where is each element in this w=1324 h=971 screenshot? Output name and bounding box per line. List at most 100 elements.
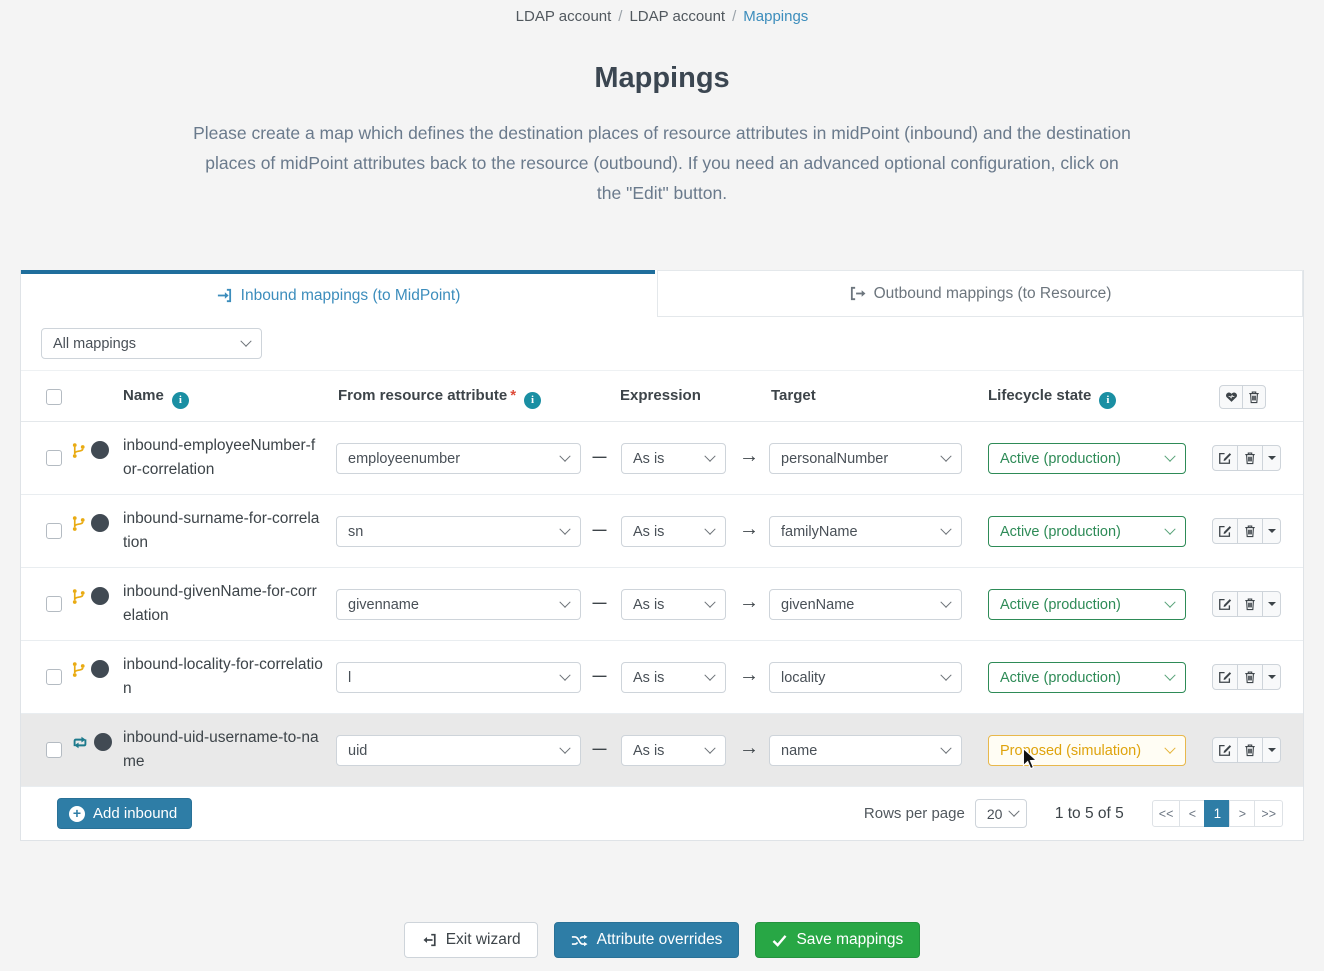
target-select[interactable]: name	[769, 735, 962, 766]
from-attribute-select[interactable]: l	[336, 662, 581, 693]
from-attribute-select[interactable]: employeenumber	[336, 443, 581, 474]
more-actions-button[interactable]	[1262, 737, 1281, 763]
target-select[interactable]: locality	[769, 662, 962, 693]
select-all-checkbox[interactable]	[46, 389, 62, 405]
row-checkbox[interactable]	[46, 596, 62, 612]
from-attribute-select[interactable]: uid	[336, 735, 581, 766]
lifecycle-select[interactable]: Active (production)	[988, 443, 1186, 474]
delete-button[interactable]	[1237, 664, 1263, 690]
add-inbound-button[interactable]: + Add inbound	[57, 798, 193, 829]
check-icon	[772, 934, 787, 947]
delete-button[interactable]	[1237, 737, 1263, 763]
trash-icon	[1249, 391, 1259, 404]
expression-select[interactable]: As is	[621, 662, 726, 693]
more-actions-button[interactable]	[1262, 518, 1281, 544]
column-header-lifecycle: Lifecycle state	[988, 387, 1117, 409]
select-value: sn	[348, 523, 364, 540]
breadcrumb: LDAP account / LDAP account / Mappings	[0, 8, 1324, 25]
target-select[interactable]: personalNumber	[769, 443, 962, 474]
lifecycle-select[interactable]: Active (production)	[988, 516, 1186, 547]
chevron-down-icon	[940, 742, 952, 754]
previous-page-button[interactable]: <	[1179, 800, 1206, 827]
row-checkbox[interactable]	[46, 669, 62, 685]
bulk-delete-button[interactable]	[1242, 385, 1266, 409]
page-1-button[interactable]: 1	[1204, 800, 1231, 827]
select-value: Proposed (simulation)	[1000, 742, 1142, 759]
more-actions-button[interactable]	[1262, 591, 1281, 617]
select-value: As is	[633, 596, 665, 613]
breadcrumb-current[interactable]: Mappings	[743, 8, 809, 25]
edit-icon	[1219, 525, 1232, 537]
info-icon[interactable]	[171, 392, 189, 409]
delete-button[interactable]	[1237, 445, 1263, 471]
save-mappings-button[interactable]: Save mappings	[755, 922, 921, 958]
chevron-down-icon	[559, 450, 571, 462]
column-header-target: Target	[771, 387, 816, 404]
tab-label: Inbound mappings (to MidPoint)	[240, 286, 461, 304]
tab-outbound-mappings[interactable]: Outbound mappings (to Resource)	[657, 270, 1303, 317]
save-mappings-label: Save mappings	[796, 931, 904, 948]
row-checkbox[interactable]	[46, 450, 62, 466]
edit-icon	[1219, 671, 1232, 683]
first-page-button[interactable]: <<	[1151, 800, 1181, 827]
expression-select[interactable]: As is	[621, 516, 726, 547]
chevron-down-icon	[940, 450, 952, 462]
arrow-right-icon: →	[739, 664, 759, 686]
mapping-state-dot	[91, 441, 109, 459]
attribute-overrides-button[interactable]: Attribute overrides	[553, 922, 740, 958]
trash-icon	[1245, 671, 1255, 684]
mapping-state-dot	[94, 733, 112, 751]
more-actions-button[interactable]	[1262, 445, 1281, 471]
select-value: name	[781, 742, 818, 759]
chevron-down-icon	[940, 669, 952, 681]
breadcrumb-item[interactable]: LDAP account	[629, 8, 726, 25]
lifecycle-select[interactable]: Active (production)	[988, 662, 1186, 693]
bulk-actions	[1219, 385, 1266, 409]
mappings-filter-select[interactable]: All mappings	[41, 328, 262, 359]
chevron-down-icon	[1164, 523, 1176, 535]
row-checkbox[interactable]	[46, 523, 62, 539]
chevron-down-icon	[1008, 805, 1021, 817]
arrow-right-icon: →	[739, 591, 759, 613]
row-icons	[71, 514, 109, 532]
row-icons	[71, 660, 109, 678]
info-icon[interactable]	[524, 392, 542, 409]
mapping-state-dot	[91, 660, 109, 678]
chevron-down-icon	[704, 523, 716, 535]
delete-button[interactable]	[1237, 518, 1263, 544]
row-actions	[1212, 591, 1281, 617]
lifecycle-select[interactable]: Proposed (simulation)	[988, 735, 1186, 766]
row-checkbox[interactable]	[46, 742, 62, 758]
minus-separator: —	[592, 448, 607, 464]
target-select[interactable]: familyName	[769, 516, 962, 547]
select-value: personalNumber	[781, 450, 889, 467]
expression-select[interactable]: As is	[621, 735, 726, 766]
from-attribute-select[interactable]: givenname	[336, 589, 581, 620]
page-size-select[interactable]: 20	[974, 799, 1027, 828]
info-icon[interactable]	[1099, 392, 1117, 409]
mappings-panel: Inbound mappings (to MidPoint) Outbound …	[20, 270, 1304, 841]
more-actions-button[interactable]	[1262, 664, 1281, 690]
row-icons	[71, 441, 109, 459]
bulk-lifecycle-heart-button[interactable]	[1219, 385, 1243, 409]
expression-select[interactable]: As is	[621, 443, 726, 474]
breadcrumb-item[interactable]: LDAP account	[515, 8, 612, 25]
expression-select[interactable]: As is	[621, 589, 726, 620]
wizard-actions-bar: Exit wizard Attribute overrides Save map…	[0, 922, 1324, 958]
edit-button[interactable]	[1212, 591, 1238, 617]
target-select[interactable]: givenName	[769, 589, 962, 620]
from-attribute-select[interactable]: sn	[336, 516, 581, 547]
edit-button[interactable]	[1212, 445, 1238, 471]
tab-inbound-mappings[interactable]: Inbound mappings (to MidPoint)	[21, 270, 655, 317]
caret-down-icon	[1267, 675, 1276, 679]
last-page-button[interactable]: >>	[1254, 800, 1283, 827]
edit-button[interactable]	[1212, 737, 1238, 763]
exit-wizard-button[interactable]: Exit wizard	[403, 922, 538, 958]
edit-button[interactable]	[1212, 664, 1238, 690]
next-page-button[interactable]: >	[1229, 800, 1256, 827]
lifecycle-select[interactable]: Active (production)	[988, 589, 1186, 620]
delete-button[interactable]	[1237, 591, 1263, 617]
chevron-down-icon	[704, 596, 716, 608]
edit-button[interactable]	[1212, 518, 1238, 544]
retweet-icon	[71, 735, 89, 750]
